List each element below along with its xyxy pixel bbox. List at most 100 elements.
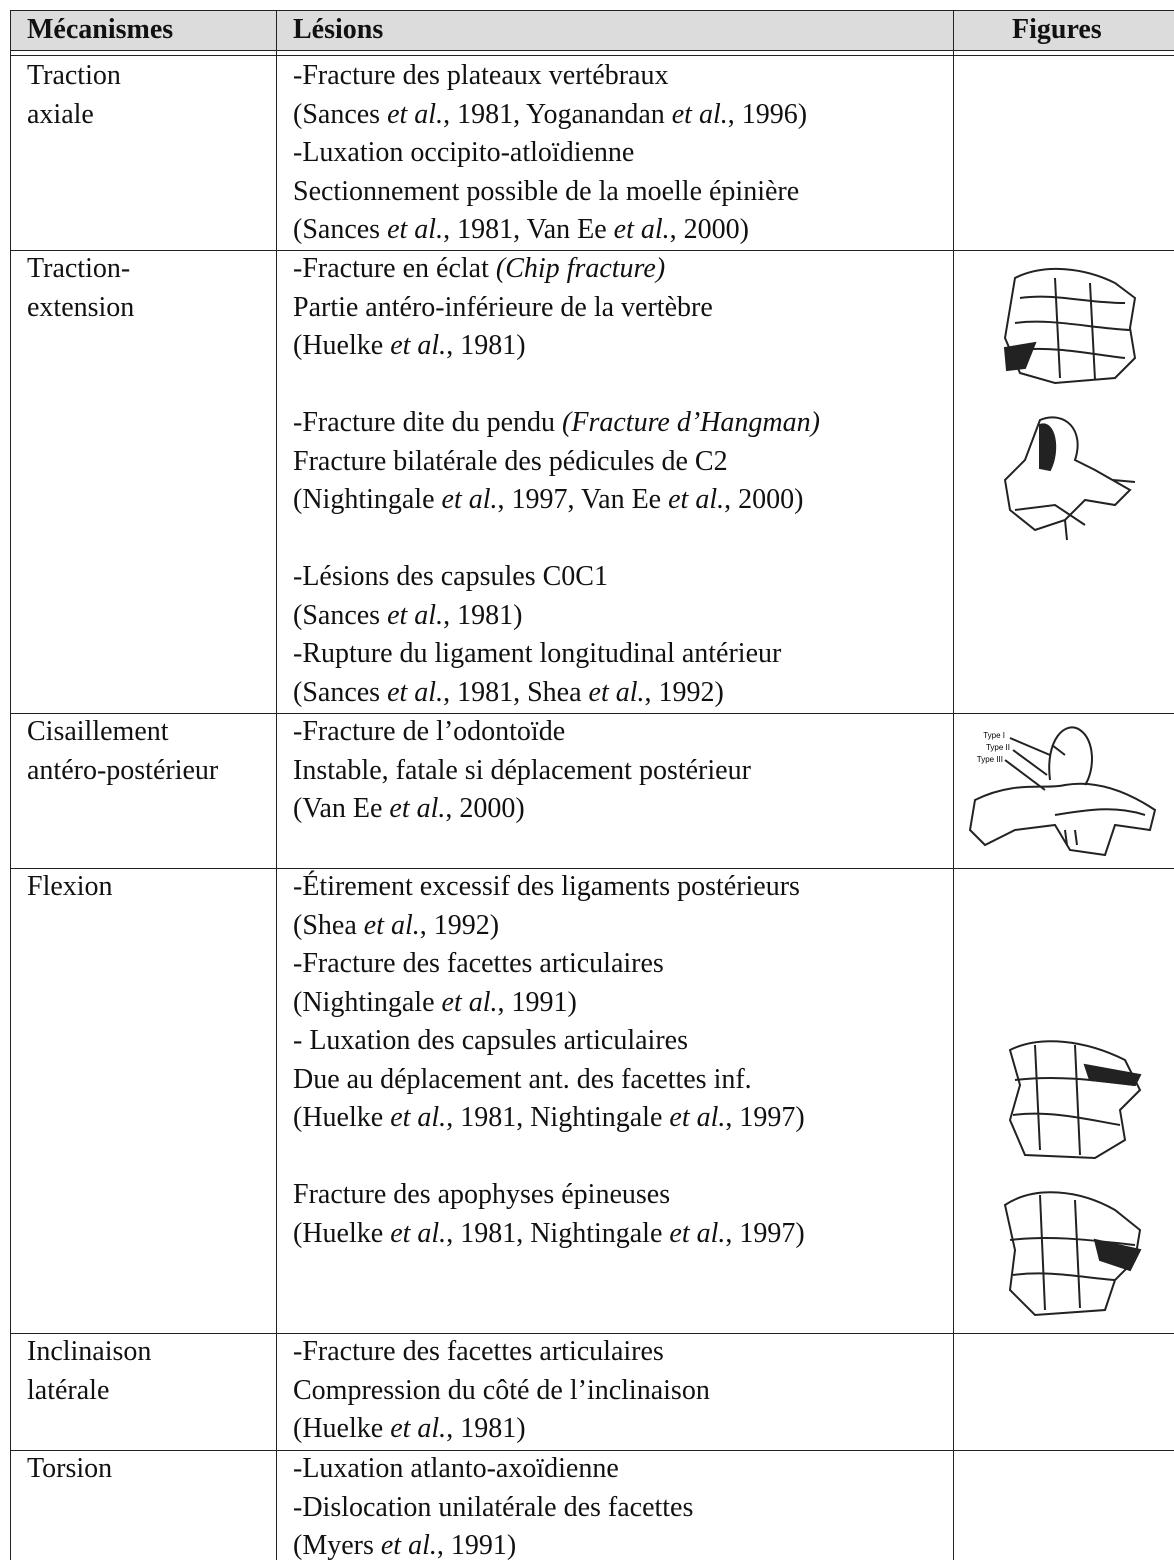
lesion-text: , 1981)	[446, 330, 526, 361]
lesion-text: et al.	[390, 330, 447, 361]
lesion-line: -Fracture de l’odontoïde	[293, 713, 565, 751]
lesion-text: et al.	[387, 676, 444, 708]
lesion-text: Instable, fatale si déplacement postérie…	[293, 754, 751, 786]
lesion-line: -Dislocation unilatérale des facettes	[293, 1489, 693, 1527]
column-header: Figures	[1012, 14, 1102, 45]
lesion-line: (Huelke et al., 1981, Nightingale et al.…	[293, 1099, 805, 1137]
lesion-text: (Chip fracture)	[495, 253, 666, 284]
lesion-line: (Van Ee et al., 2000)	[293, 790, 525, 828]
lesion-text: Fracture bilatérale des pédicules de C2	[293, 445, 728, 477]
lesion-text: et al.	[669, 1102, 726, 1133]
lesion-text: Partie antéro-inférieure de la vertèbre	[293, 291, 713, 323]
lesion-line: (Nightingale et al., 1997, Van Ee et al.…	[293, 481, 803, 519]
border	[10, 713, 1174, 714]
lesion-text: (Huelke	[293, 330, 391, 361]
lesion-text: (Sances	[293, 214, 388, 245]
lesion-line: -Luxation atlanto-axoïdienne	[293, 1450, 619, 1488]
lesion-text: -Fracture des facettes articulaires	[293, 1336, 664, 1367]
lesion-text: et al.	[387, 599, 444, 631]
figure-traction-extension-1	[1003, 268, 1137, 385]
lesion-line: -Fracture des facettes articulaires	[293, 1333, 664, 1371]
lesion-line: (Sances et al., 1981, Yoganandan et al.,…	[293, 96, 807, 134]
lesion-text: , 2000)	[445, 793, 525, 824]
lesion-text: (Sances	[293, 676, 388, 708]
lesion-line: -Lésions des capsules C0C1	[293, 558, 608, 596]
mechanism: Inclinaison	[27, 1336, 152, 1367]
mechanism: extension	[27, 291, 135, 323]
lesion-text: Compression du côté de l’inclinaison	[293, 1374, 710, 1406]
border	[10, 50, 1174, 51]
lesion-text: -Fracture dite du pendu	[293, 407, 563, 438]
lesion-text: (Huelke	[293, 1413, 391, 1444]
lesion-text: , 1991)	[497, 986, 577, 1018]
lesion-text: -Dislocation unilatérale des facettes	[293, 1491, 694, 1523]
lesion-text: (Van Ee	[293, 793, 390, 824]
lesion-text: , 1981, Nightingale	[446, 1102, 670, 1133]
lesion-text: et al.	[390, 1102, 447, 1133]
lesion-text: -Luxation atlanto-axoïdienne	[293, 1453, 619, 1484]
lesion-text: et al.	[441, 484, 498, 515]
lesion-line: Fracture des apophyses épineuses	[293, 1176, 670, 1214]
mechanism: Torsion	[27, 1453, 113, 1484]
header-bg	[10, 10, 1174, 50]
lesion-text: , 1992)	[419, 909, 500, 941]
lesion-text: (Nightingale	[293, 484, 442, 515]
lesion-text: , 2000)	[724, 484, 804, 515]
lesion-text: et al.	[390, 1217, 447, 1249]
border	[953, 10, 954, 1560]
lesion-line: -Fracture dite du pendu (Fracture d’Hang…	[293, 404, 820, 442]
lesion-line: Partie antéro-inférieure de la vertèbre	[293, 289, 713, 327]
lesion-text: Due au déplacement ant. des facettes inf…	[293, 1063, 752, 1095]
lesion-text: (Nightingale	[293, 986, 442, 1018]
lesion-line: Fracture bilatérale des pédicules de C2	[293, 443, 728, 481]
lesion-line: (Myers et al., 1991)	[293, 1527, 516, 1560]
lesion-line: (Sances et al., 1981)	[293, 597, 522, 635]
lesion-line: Sectionnement possible de la moelle épin…	[293, 173, 799, 211]
lesion-text: et al.	[389, 793, 446, 824]
figure-label: Type II	[986, 743, 1010, 752]
mechanism: Traction-	[27, 253, 131, 284]
column-header: Mécanismes	[27, 14, 174, 45]
lesion-line: -Luxation occipito-atloïdienne	[293, 134, 634, 172]
lesion-text: , 1981, Nightingale	[446, 1217, 670, 1249]
lesion-text: , 1981, Shea	[443, 676, 589, 708]
lesion-line: (Huelke et al., 1981)	[293, 327, 526, 365]
lesion-text: et al.	[441, 986, 498, 1018]
mechanism: axiale	[27, 98, 94, 130]
lesion-text: -Lésions des capsules C0C1	[293, 561, 608, 592]
lesion-text: -Rupture du ligament longitudinal antéri…	[293, 638, 782, 669]
lesion-text: , 1981)	[443, 599, 523, 631]
lesion-text: (Fracture d’Hangman)	[562, 407, 820, 438]
border	[276, 10, 277, 1560]
lesion-line: Instable, fatale si déplacement postérie…	[293, 752, 751, 790]
lesion-text: , 1992)	[644, 676, 724, 708]
mechanism: antéro-postérieur	[27, 754, 219, 786]
lesion-line: -Fracture des facettes articulaires	[293, 945, 664, 983]
border	[10, 55, 1174, 56]
lesion-text: , 2000)	[669, 214, 749, 245]
lesion-line: (Nightingale et al., 1991)	[293, 984, 577, 1022]
lesion-text: - Luxation des capsules articulaires	[293, 1025, 688, 1056]
lesion-line: -Fracture des plateaux vertébraux	[293, 57, 668, 95]
lesion-text: , 1997, Van Ee	[497, 484, 669, 515]
lesion-text: (Sances	[293, 599, 388, 631]
lesion-line: (Sances et al., 1981, Shea et al., 1992)	[293, 674, 724, 712]
lesion-line: -Fracture en éclat (Chip fracture)	[293, 250, 665, 288]
figure-flexion-1	[1008, 1040, 1142, 1160]
lesion-text: , 1991)	[436, 1530, 517, 1560]
lesion-line: (Shea et al., 1992)	[293, 907, 499, 945]
figure-odontoid: Type I Type II Type III	[968, 726, 1157, 857]
lesion-text: et al.	[588, 676, 645, 708]
lesion-text: et al.	[613, 214, 670, 245]
figure-traction-extension-2	[1003, 416, 1136, 541]
lesion-text: et al.	[671, 98, 728, 130]
lesion-line: Due au déplacement ant. des facettes inf…	[293, 1061, 752, 1099]
lesion-line: (Huelke et al., 1981)	[293, 1410, 526, 1448]
lesion-text: -Étirement excessif des ligaments postér…	[293, 871, 800, 902]
lesion-text: (Sances	[293, 98, 388, 130]
lesion-text: , 1997)	[725, 1217, 805, 1249]
lesion-text: , 1996)	[727, 98, 808, 130]
lesion-text: (Huelke	[293, 1102, 391, 1133]
lesion-text: -Fracture des plateaux vertébraux	[293, 60, 669, 91]
